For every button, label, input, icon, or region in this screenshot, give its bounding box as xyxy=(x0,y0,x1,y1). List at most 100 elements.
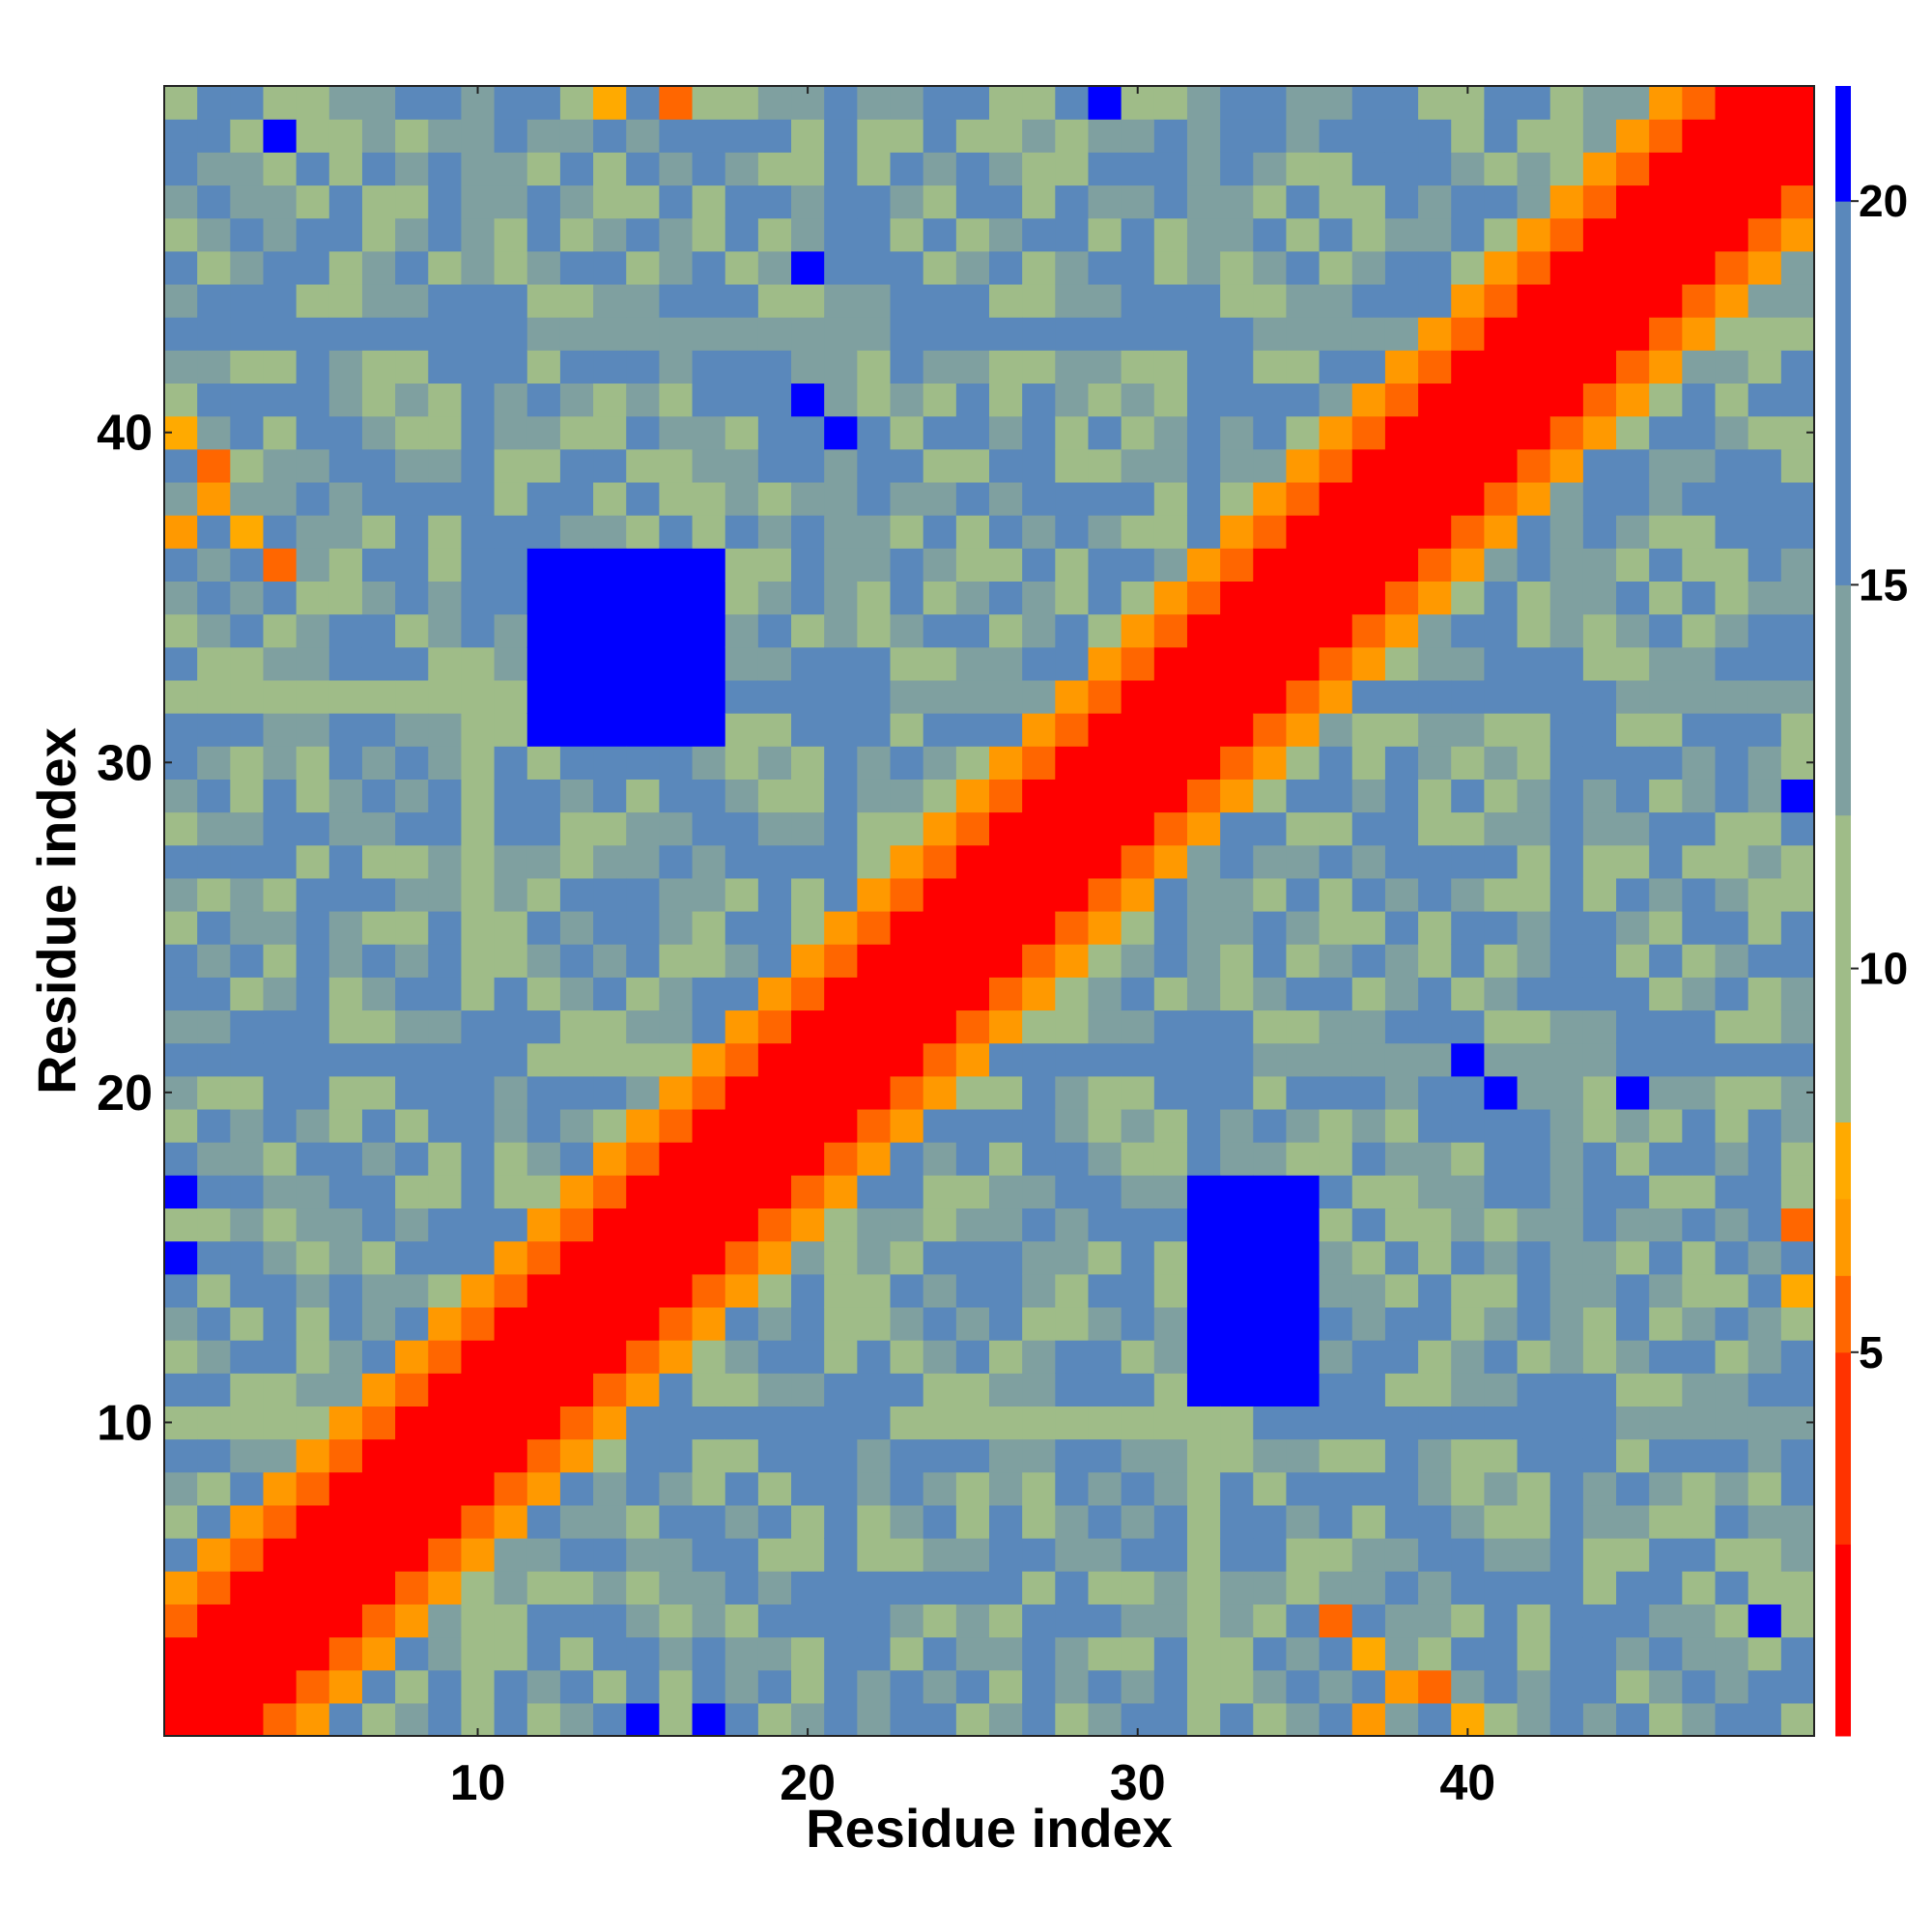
heatmap-cell xyxy=(1747,1340,1782,1374)
heatmap-cell xyxy=(1055,185,1090,219)
heatmap-cell xyxy=(1220,152,1254,186)
heatmap-cell xyxy=(1121,1208,1155,1242)
heatmap-cell xyxy=(1649,1538,1683,1572)
heatmap-cell xyxy=(526,746,561,780)
heatmap-cell xyxy=(1351,383,1386,417)
heatmap-cell xyxy=(296,1702,330,1737)
heatmap-cell xyxy=(890,911,924,945)
heatmap-cell xyxy=(461,679,496,714)
heatmap-cell xyxy=(955,1208,990,1242)
heatmap-cell xyxy=(1220,977,1254,1011)
heatmap-cell xyxy=(659,811,694,846)
heatmap-cell xyxy=(824,746,858,780)
heatmap-cell xyxy=(1319,1075,1353,1110)
heatmap-cell xyxy=(692,415,726,450)
heatmap-cell xyxy=(626,1636,660,1671)
heatmap-cell xyxy=(395,1504,429,1539)
heatmap-cell xyxy=(461,1142,496,1176)
heatmap-cell xyxy=(1253,1208,1288,1242)
heatmap-cell xyxy=(1682,1702,1717,1737)
heatmap-cell xyxy=(296,1504,330,1539)
heatmap-cell xyxy=(757,1373,792,1406)
heatmap-cell xyxy=(1549,217,1584,252)
heatmap-cell xyxy=(328,1504,363,1539)
heatmap-cell xyxy=(1649,811,1683,846)
heatmap-cell xyxy=(1253,415,1288,450)
heatmap-cell xyxy=(1055,1142,1090,1176)
heatmap-cell xyxy=(923,1075,957,1110)
heatmap-cell xyxy=(923,548,957,582)
heatmap-cell xyxy=(1549,383,1584,417)
heatmap-cell xyxy=(724,217,759,252)
heatmap-cell xyxy=(1484,1340,1519,1374)
heatmap-cell xyxy=(361,119,396,153)
heatmap-cell xyxy=(1451,1042,1485,1077)
heatmap-cell xyxy=(1153,1042,1188,1077)
heatmap-cell xyxy=(1220,877,1254,912)
heatmap-cell xyxy=(989,1702,1023,1737)
heatmap-cell xyxy=(361,911,396,945)
heatmap-cell xyxy=(164,844,198,879)
heatmap-cell xyxy=(1747,1075,1782,1110)
heatmap-cell xyxy=(890,119,924,153)
heatmap-cell xyxy=(1253,811,1288,846)
heatmap-cell xyxy=(197,646,231,681)
heatmap-cell xyxy=(461,1538,496,1572)
heatmap-cell xyxy=(494,152,528,186)
heatmap-cell xyxy=(263,911,298,945)
heatmap-cell xyxy=(230,283,265,318)
heatmap-cell xyxy=(1055,613,1090,648)
heatmap-cell xyxy=(857,1669,892,1704)
heatmap-cell xyxy=(1616,217,1650,252)
heatmap-cell xyxy=(428,977,463,1011)
heatmap-cell xyxy=(1747,1571,1782,1605)
heatmap-cell xyxy=(1517,1571,1551,1605)
heatmap-cell xyxy=(328,877,363,912)
heatmap-cell xyxy=(593,152,627,186)
heatmap-cell xyxy=(1286,283,1321,318)
heatmap-cell xyxy=(659,1471,694,1506)
heatmap-cell xyxy=(1418,1406,1452,1440)
heatmap-cell xyxy=(1220,217,1254,252)
heatmap-cell xyxy=(791,1373,825,1406)
heatmap-cell xyxy=(526,283,561,318)
heatmap-cell xyxy=(1682,317,1717,351)
heatmap-cell xyxy=(1549,746,1584,780)
heatmap-cell xyxy=(494,1240,528,1275)
heatmap-cell xyxy=(1517,1075,1551,1110)
heatmap-cell xyxy=(1088,217,1122,252)
heatmap-cell xyxy=(1517,811,1551,846)
heatmap-cell xyxy=(1582,679,1617,714)
heatmap-cell xyxy=(1780,86,1815,120)
heatmap-cell xyxy=(1153,317,1188,351)
heatmap-cell xyxy=(1682,746,1717,780)
heatmap-cell xyxy=(955,679,990,714)
heatmap-cell xyxy=(1484,1175,1519,1209)
heatmap-cell xyxy=(1780,217,1815,252)
heatmap-cell xyxy=(461,911,496,945)
heatmap-cell xyxy=(428,515,463,549)
heatmap-cell xyxy=(824,844,858,879)
heatmap-cell xyxy=(1517,185,1551,219)
heatmap-cell xyxy=(1153,119,1188,153)
heatmap-cell xyxy=(890,779,924,813)
heatmap-cell xyxy=(1747,944,1782,978)
heatmap-cell xyxy=(1418,1340,1452,1374)
heatmap-cell xyxy=(395,481,429,516)
heatmap-cell xyxy=(164,779,198,813)
heatmap-cell xyxy=(890,1504,924,1539)
heatmap-cell xyxy=(824,1273,858,1308)
heatmap-cell xyxy=(1153,1504,1188,1539)
heatmap-cell xyxy=(428,1240,463,1275)
heatmap-cell xyxy=(1088,1175,1122,1209)
heatmap-cell xyxy=(593,383,627,417)
heatmap-cell xyxy=(923,152,957,186)
heatmap-cell xyxy=(692,1669,726,1704)
heatmap-cell xyxy=(1484,746,1519,780)
heatmap-cell xyxy=(1682,911,1717,945)
heatmap-cell xyxy=(923,185,957,219)
heatmap-cell xyxy=(1384,1702,1419,1737)
heatmap-cell xyxy=(955,1406,990,1440)
heatmap-cell xyxy=(1715,1669,1749,1704)
heatmap-cell xyxy=(1418,1042,1452,1077)
